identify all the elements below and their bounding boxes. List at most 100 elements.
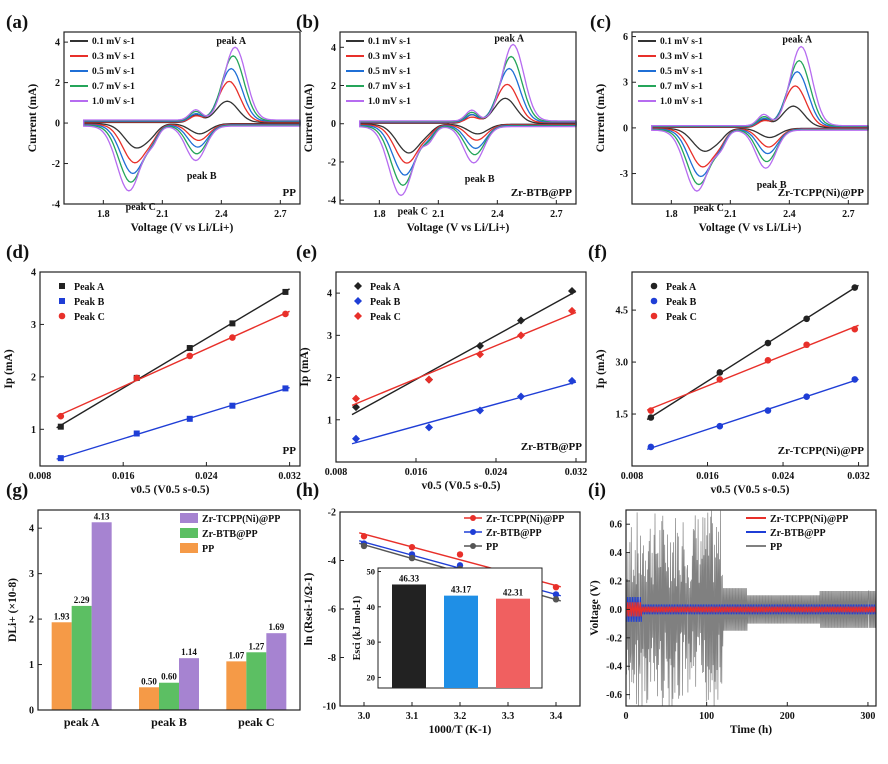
legend-entry: Zr-BTB@PP — [770, 528, 826, 539]
plot-frame-c — [631, 31, 869, 205]
data-point-h-2-1 — [408, 554, 416, 562]
peak-label-c: peak C — [398, 207, 428, 218]
data-point-d-2-0 — [57, 412, 65, 420]
y-tick-label: -10 — [323, 702, 336, 713]
x-tick-label: 1.8 — [373, 209, 386, 220]
y-tick-label: -6 — [328, 605, 336, 616]
x-category-label: peak C — [238, 715, 274, 729]
x-tick-label: 2.7 — [842, 209, 855, 220]
x-axis-label: 1000/T (K-1) — [429, 724, 492, 736]
y-tick-label: -4 — [328, 196, 336, 207]
legend-marker-d-2 — [58, 312, 66, 320]
inset-bar-0 — [392, 584, 426, 688]
x-tick-label: 0.008 — [325, 467, 348, 478]
data-point-d-1-4 — [282, 385, 289, 392]
y-tick-label: 1 — [31, 425, 36, 436]
bar-value-label: 1.14 — [181, 647, 197, 657]
data-point-f-2-1 — [716, 376, 724, 383]
y-tick-label: 1 — [29, 660, 34, 671]
legend-marker-d-0 — [59, 283, 65, 289]
legend-entry: Zr-BTB@PP — [486, 528, 542, 539]
panel-e: (e) 0.008 0.016 0.024 0.032 1 2 3 4 v0.5 (V0.5 s-… — [296, 242, 587, 492]
y-tick-label: 3 — [31, 320, 36, 331]
legend-entry: 1.0 mV s-1 — [660, 97, 703, 107]
bar-1-2 — [179, 658, 199, 710]
data-point-f-0-1 — [716, 369, 724, 376]
plot-frame-f — [631, 271, 869, 467]
data-point-e-2-0 — [352, 394, 360, 403]
x-tick-label: 3.1 — [406, 711, 419, 722]
data-point-h-2-0 — [360, 542, 368, 550]
y-tick-label: 2 — [327, 373, 332, 384]
x-tick-label: 0 — [624, 711, 629, 722]
bar-2-1 — [246, 652, 267, 710]
legend-entry: Peak C — [74, 312, 105, 323]
data-point-e-1-0 — [352, 434, 360, 443]
data-point-d-0-0 — [57, 423, 64, 430]
legend-entry: Peak B — [74, 297, 105, 308]
data-point-d-0-2 — [186, 345, 193, 352]
legend-entry: Peak A — [370, 282, 401, 293]
data-point-f-0-3 — [803, 315, 810, 323]
x-tick-label: 2.1 — [724, 209, 737, 220]
data-point-h-0-4 — [552, 583, 560, 591]
legend-entry: Peak A — [666, 282, 697, 293]
y-tick-label: -4 — [52, 200, 60, 211]
bar-value-label: 0.60 — [161, 672, 177, 682]
legend-entry: Zr-TCPP(Ni)@PP — [202, 514, 280, 525]
y-tick-label: 2 — [31, 372, 36, 383]
separator-tag: Zr-BTB@PP — [511, 187, 572, 199]
y-tick-label: 4 — [55, 38, 60, 49]
data-point-h-1-4 — [552, 591, 560, 598]
legend-entry: 0.5 mV s-1 — [92, 67, 135, 77]
x-tick-label: 1.8 — [665, 209, 678, 220]
data-point-h-2-4 — [552, 596, 560, 603]
x-tick-label: 3.4 — [550, 711, 563, 722]
legend-entry: Zr-BTB@PP — [202, 529, 258, 540]
separator-tag: PP — [283, 445, 297, 457]
y-axis-label: Voltage (V) — [589, 580, 601, 636]
inset-bar-2 — [496, 598, 530, 688]
legend-entry: 1.0 mV s-1 — [368, 97, 411, 107]
y-axis-label: Current (mA) — [27, 84, 39, 153]
legend-marker-e-2 — [354, 312, 362, 320]
bar-value-label: 1.27 — [248, 641, 264, 651]
x-tick-label: 0.008 — [621, 471, 644, 482]
legend-entry: 0.7 mV s-1 — [92, 82, 135, 92]
y-axis-label: Current (mA) — [595, 84, 607, 153]
y-axis-label: ln (Rsei-1/Ω-1) — [303, 572, 315, 645]
y-tick-label: 0 — [623, 123, 628, 134]
panel-label: (d) — [6, 242, 29, 263]
y-tick-label: 4 — [327, 289, 332, 300]
trace-0 — [626, 602, 876, 617]
separator-tag: PP — [283, 187, 297, 199]
legend-marker-f-1 — [650, 297, 658, 305]
data-point-f-1-2 — [764, 407, 772, 414]
legend-entry: 0.1 mV s-1 — [92, 37, 135, 47]
y-tick-label: 3.0 — [616, 358, 629, 369]
data-point-e-2-1 — [425, 375, 433, 384]
x-tick-label: 0.024 — [195, 471, 218, 482]
x-tick-label: 0.008 — [29, 471, 52, 482]
peak-label-b: peak B — [465, 174, 495, 185]
bar-2-0 — [226, 661, 247, 710]
data-point-d-2-2 — [186, 352, 194, 360]
inset-bar-label: 43.17 — [451, 585, 472, 595]
data-point-d-2-1 — [133, 374, 141, 382]
plot-frame-i — [625, 509, 877, 707]
data-point-d-0-3 — [229, 320, 236, 327]
data-point-f-1-1 — [716, 422, 724, 430]
data-point-f-0-4 — [851, 284, 859, 291]
y-tick-label: -2 — [328, 157, 336, 168]
bar-value-label: 1.07 — [228, 650, 244, 660]
data-point-d-2-4 — [282, 310, 289, 318]
y-tick-label: -0.6 — [606, 690, 622, 701]
y-tick-label: 0 — [55, 119, 60, 130]
legend-entry: Peak C — [370, 312, 401, 323]
panel-g: (g) 1.93 2.29 4.13 peak A 0.50 0.60 1.14 peak B 1… — [6, 480, 301, 729]
panel-label: (c) — [590, 12, 611, 33]
inset-bar-label: 42.31 — [503, 588, 524, 598]
peak-label-b: peak B — [187, 171, 217, 182]
y-tick-label: 0.6 — [610, 520, 623, 531]
